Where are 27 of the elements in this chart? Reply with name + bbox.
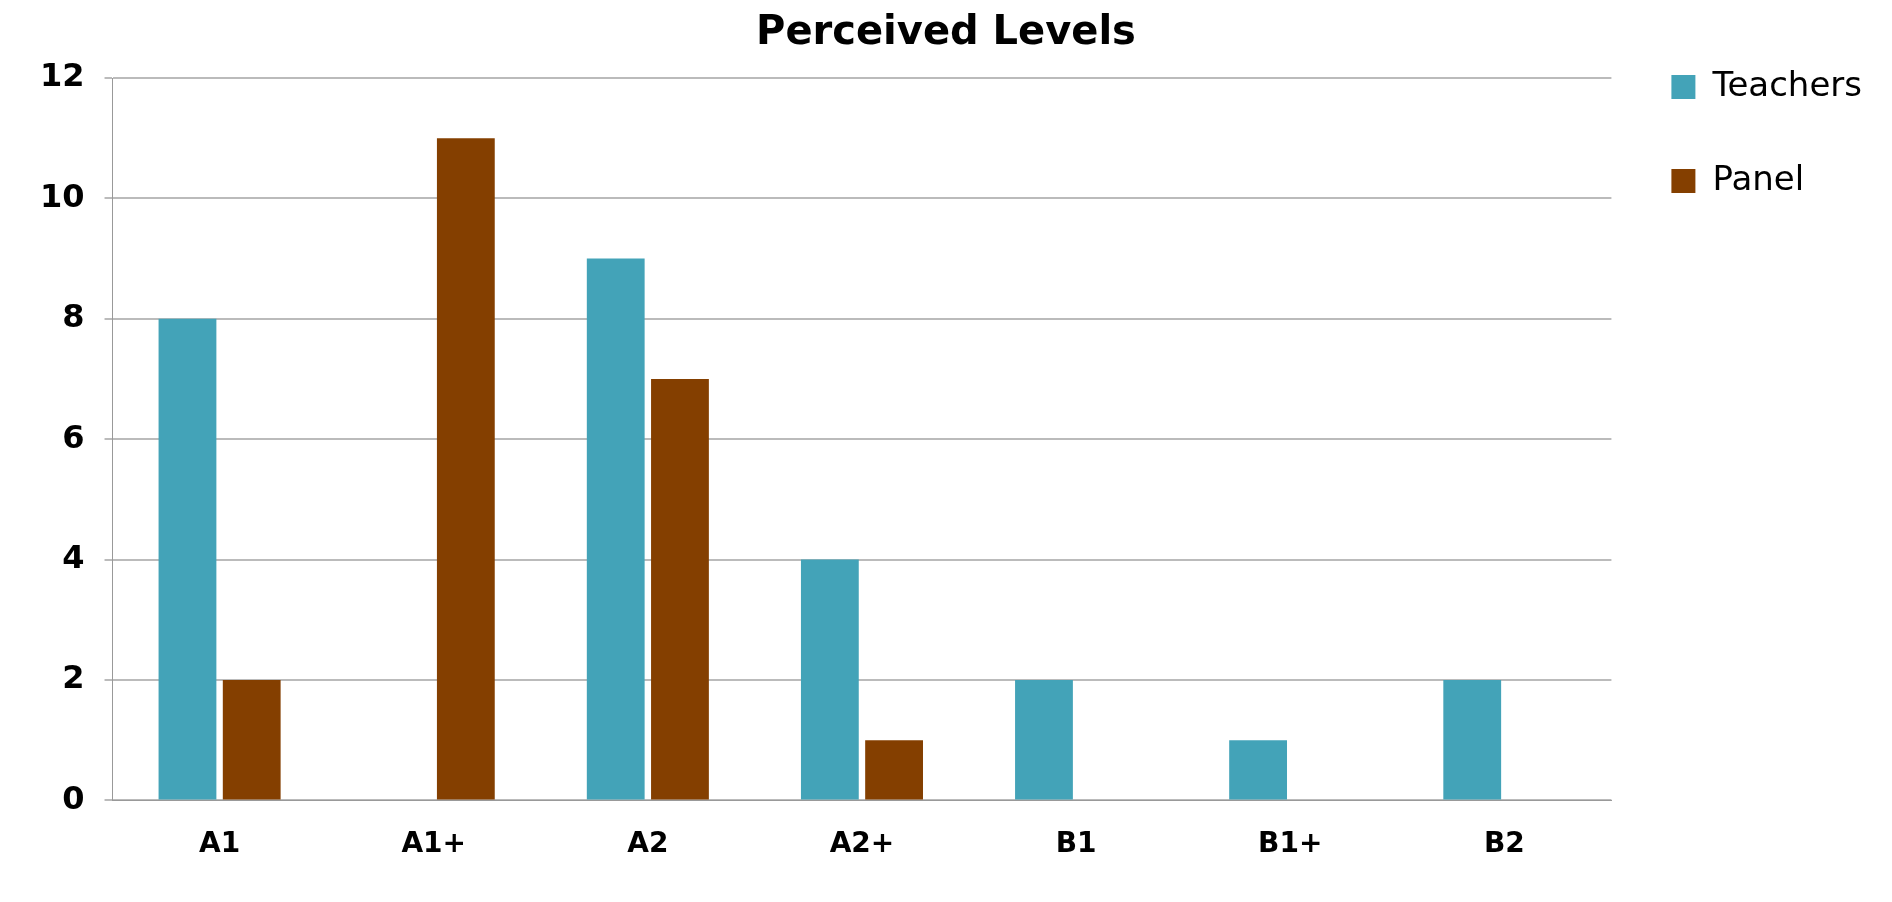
bar bbox=[436, 138, 495, 800]
y-tick-label: 12 bbox=[40, 56, 85, 95]
x-tick-label: A1 bbox=[199, 826, 241, 860]
bar bbox=[586, 258, 645, 800]
bar bbox=[1229, 740, 1288, 800]
bar bbox=[800, 559, 859, 800]
x-tick-label: B1+ bbox=[1258, 826, 1323, 860]
bar bbox=[1443, 680, 1502, 800]
y-tick-label: 4 bbox=[62, 537, 85, 576]
y-tick-label: 0 bbox=[62, 778, 85, 817]
bar bbox=[158, 318, 217, 800]
bar bbox=[865, 740, 923, 800]
legend-label: Panel bbox=[1712, 157, 1805, 198]
bar bbox=[651, 379, 709, 800]
y-tick-label: 6 bbox=[62, 417, 85, 456]
bar bbox=[222, 680, 281, 800]
x-tick-label: A1+ bbox=[401, 826, 467, 860]
legend-label: Teachers bbox=[1711, 63, 1863, 104]
y-tick-label: 2 bbox=[62, 658, 85, 697]
x-tick-label: A2 bbox=[627, 826, 669, 860]
y-tick-label: 8 bbox=[62, 297, 85, 336]
y-tick-label: 10 bbox=[40, 176, 85, 215]
bar bbox=[1015, 680, 1073, 800]
x-tick-label: B1 bbox=[1055, 826, 1097, 860]
chart-title: Perceived Levels bbox=[756, 7, 1136, 54]
x-tick-label: B2 bbox=[1483, 826, 1525, 860]
x-tick-label: A2+ bbox=[829, 826, 895, 860]
